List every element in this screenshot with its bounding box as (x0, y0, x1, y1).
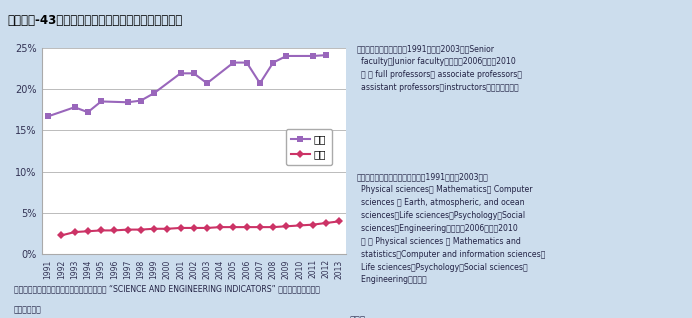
日本 (84, 229, 92, 233)
米国 (229, 61, 237, 65)
日本 (216, 225, 224, 229)
米国 (203, 81, 211, 85)
日本 (176, 226, 185, 230)
米国 (256, 81, 264, 85)
日本 (282, 225, 291, 228)
日本 (256, 225, 264, 229)
日本 (229, 225, 237, 229)
米国 (269, 61, 277, 65)
米国 (309, 54, 317, 58)
米国 (150, 91, 158, 95)
Line: 米国: 米国 (45, 52, 329, 120)
米国 (176, 72, 185, 75)
米国 (322, 53, 330, 57)
日本 (309, 223, 317, 226)
日本 (71, 230, 79, 234)
日本 (123, 228, 131, 232)
Line: 日本: 日本 (58, 218, 343, 238)
日本 (136, 228, 145, 232)
日本 (190, 226, 198, 230)
米国 (71, 105, 79, 109)
日本 (110, 229, 118, 232)
米国 (282, 54, 291, 58)
日本 (243, 225, 251, 229)
Text: 注２：米国の対象分野について、1991年から2003年は
  Physical sciences， Mathematics， Computer
  scienc: 注２：米国の対象分野について、1991年から2003年は Physical sc… (356, 173, 546, 284)
米国 (243, 61, 251, 65)
日本 (335, 219, 343, 223)
米国 (97, 100, 105, 103)
日本 (322, 221, 330, 225)
日本 (57, 233, 66, 237)
米国 (190, 72, 198, 75)
日本 (203, 226, 211, 230)
日本 (295, 224, 304, 227)
Legend: 米国, 日本: 米国, 日本 (286, 129, 331, 165)
Text: 第１－１-43図／大学における外国人教員割合の推移: 第１－１-43図／大学における外国人教員割合の推移 (7, 15, 182, 27)
Text: 注１：米国については、1991年から2003年はSenior
  facultyとJunior facultyの合計。2006年から2010
  年 は ful: 注１：米国については、1991年から2003年はSenior facultyとJ… (356, 45, 522, 92)
Text: 資料：文部科学省「学校基本調査」、ＮＳＦ “SCIENCE AND ENGINEERING INDICATORS” のデータを基に文部: 資料：文部科学省「学校基本調査」、ＮＳＦ “SCIENCE AND ENGINE… (14, 285, 320, 294)
日本 (150, 227, 158, 231)
日本 (269, 225, 277, 229)
Text: 科学省作成: 科学省作成 (14, 306, 42, 315)
米国 (44, 114, 53, 118)
日本 (97, 229, 105, 232)
米国 (84, 110, 92, 114)
日本 (163, 227, 172, 231)
Text: （年）: （年） (349, 316, 365, 318)
米国 (123, 100, 131, 104)
米国 (136, 99, 145, 102)
